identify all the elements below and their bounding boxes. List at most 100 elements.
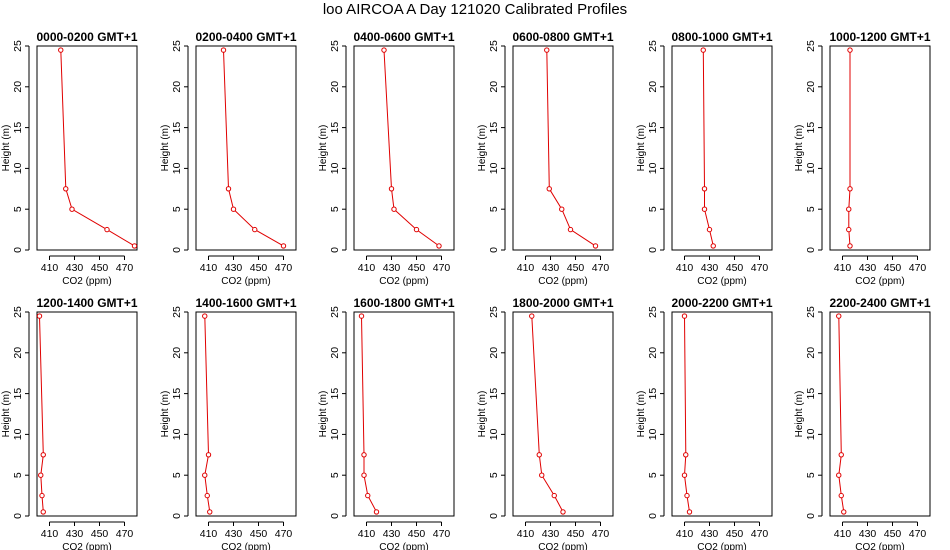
profile-panel: 0400-0600 GMT+1 0 5 10 15 20 25 410 430 450 470 CO2… [318,30,455,287]
x-axis-label: CO2 (ppm) [379,276,428,287]
y-axis-label: Height (m) [160,125,171,172]
y-tick-label: 0 [647,247,659,253]
y-tick-label: 10 [488,162,500,174]
profile-line [848,50,851,246]
y-tick-label: 20 [488,347,500,359]
profile-line [361,316,377,513]
x-axis-label: CO2 (ppm) [221,276,270,287]
plot-frame [353,311,455,517]
panel-title: 0200-0400 GMT+1 [195,30,296,44]
x-tick-label: 430 [701,528,719,540]
profile-panel: 0200-0400 GMT+1 0 5 10 15 20 25 410 430 450 470 CO2… [160,30,297,287]
y-tick-label: 20 [805,347,817,359]
x-tick-label: 430 [383,262,401,274]
x-tick-label: 430 [225,528,243,540]
y-tick-label: 5 [12,472,24,478]
y-tick-label: 10 [12,428,24,440]
profile-line [702,50,714,247]
x-tick-label: 410 [676,262,694,274]
profile-point [592,243,599,249]
panel-title: 1400-1600 GMT+1 [195,296,296,310]
profile-point [131,243,138,249]
profile-panel: 1000-1200 GMT+1 0 5 10 15 20 25 410 430 450 470 CO2… [794,30,931,287]
x-axis-label: CO2 (ppm) [855,276,904,287]
profile-point [560,509,566,515]
plot-frame [512,311,614,517]
y-tick-label: 5 [805,472,817,478]
y-tick-label: 5 [171,206,183,212]
profile-point [40,509,46,515]
x-tick-label: 410 [517,262,535,274]
x-tick-label: 450 [91,262,109,274]
x-tick-label: 450 [408,262,426,274]
profile-point [681,472,688,478]
profile-point [838,452,844,458]
y-tick-label: 15 [805,122,817,134]
y-tick-label: 20 [647,347,659,359]
y-tick-label: 15 [171,122,183,134]
profile-point [841,509,847,515]
profile-point [225,186,232,192]
profile-point [63,186,69,192]
profile-point [69,206,75,212]
panel-title: 1600-1800 GMT+1 [353,296,454,310]
page-title: loo AIRCOA A Day 121020 Calibrated Profi… [322,1,628,18]
profile-point [544,47,550,53]
y-tick-label: 10 [12,162,24,174]
profile-point [436,243,442,249]
y-tick-label: 20 [171,81,183,93]
plot-frame [829,45,931,251]
profile-line [531,316,564,513]
x-tick-label: 470 [909,528,927,540]
x-tick-label: 430 [66,528,84,540]
x-tick-label: 430 [859,528,877,540]
x-tick-label: 450 [884,528,902,540]
x-axis-label: CO2 (ppm) [697,276,746,287]
profile-point [38,472,44,478]
y-tick-label: 25 [805,306,817,318]
x-tick-label: 470 [275,528,293,540]
profile-line [204,316,211,512]
y-tick-label: 10 [488,428,500,440]
y-tick-label: 0 [329,247,341,253]
profile-point [681,313,688,319]
profile-point [361,472,367,478]
profile-line [223,50,284,247]
x-tick-label: 450 [91,528,109,540]
panel-title: 2000-2200 GMT+1 [671,296,772,310]
plot-frame [512,45,614,251]
profile-line [60,50,135,247]
y-tick-label: 20 [647,81,659,93]
y-axis-label: Height (m) [636,125,647,172]
x-tick-label: 450 [567,528,585,540]
y-tick-label: 15 [488,122,500,134]
x-tick-label: 410 [676,528,694,540]
profile-point [358,313,365,319]
profile-panel: 1200-1400 GMT+1 0 5 10 15 20 25 410 430 450 470 CO2… [1,296,138,550]
x-axis-label: CO2 (ppm) [697,542,746,550]
y-tick-label: 5 [647,206,659,212]
profile-line [546,50,596,247]
profile-point [104,226,110,233]
y-tick-label: 25 [329,306,341,318]
profile-point [847,243,853,249]
y-tick-label: 25 [647,40,659,52]
profile-point [846,206,852,212]
x-axis-label: CO2 (ppm) [855,542,904,550]
y-tick-label: 5 [805,206,817,212]
profile-point [204,492,210,499]
profile-point [381,47,387,53]
panel-title: 2200-2400 GMT+1 [829,296,930,310]
y-tick-label: 5 [488,472,500,478]
x-tick-label: 470 [592,262,610,274]
x-tick-label: 450 [726,262,744,274]
y-tick-label: 0 [488,247,500,253]
profile-point [683,452,689,458]
y-tick-label: 5 [171,472,183,478]
y-tick-label: 5 [12,206,24,212]
x-tick-label: 410 [358,262,376,274]
y-tick-label: 0 [171,513,183,519]
profile-point [701,186,708,192]
y-tick-label: 10 [805,428,817,440]
panel-title: 0400-0600 GMT+1 [353,30,454,44]
